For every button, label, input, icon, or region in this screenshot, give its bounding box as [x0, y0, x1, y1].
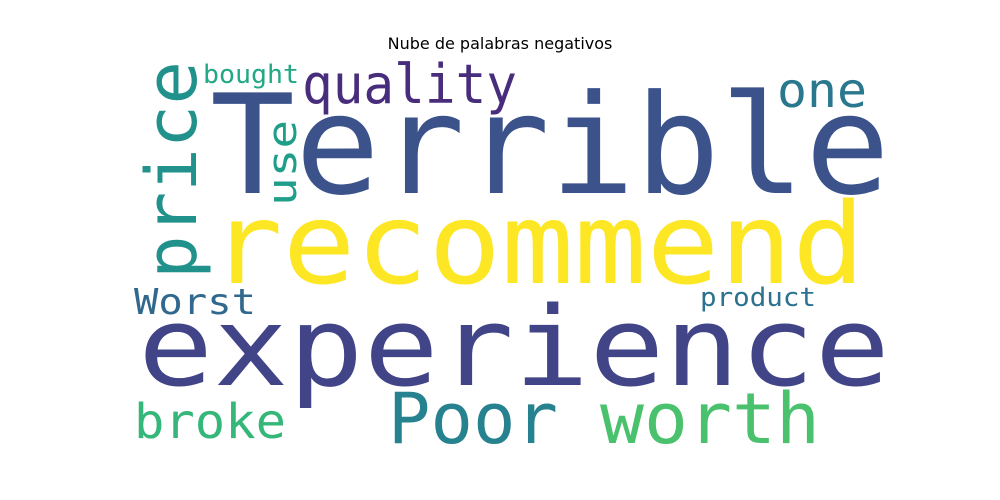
word-product: product [700, 283, 816, 313]
word-bought: bought [203, 60, 299, 90]
word-quality: quality [302, 53, 517, 116]
word-recommend: recommend [210, 180, 865, 310]
word-price: price [131, 61, 213, 279]
word-poor: Poor [388, 378, 558, 460]
word-experience: experience [138, 283, 890, 411]
word-terrible: Terrible [210, 65, 890, 226]
word-broke: broke [134, 394, 286, 450]
chart-title: Nube de palabras negativos [387, 34, 613, 53]
word-use: use [260, 120, 306, 206]
word-one: one [777, 63, 867, 119]
word-worst: Worst [134, 282, 256, 323]
word-worth: worth [600, 378, 820, 460]
